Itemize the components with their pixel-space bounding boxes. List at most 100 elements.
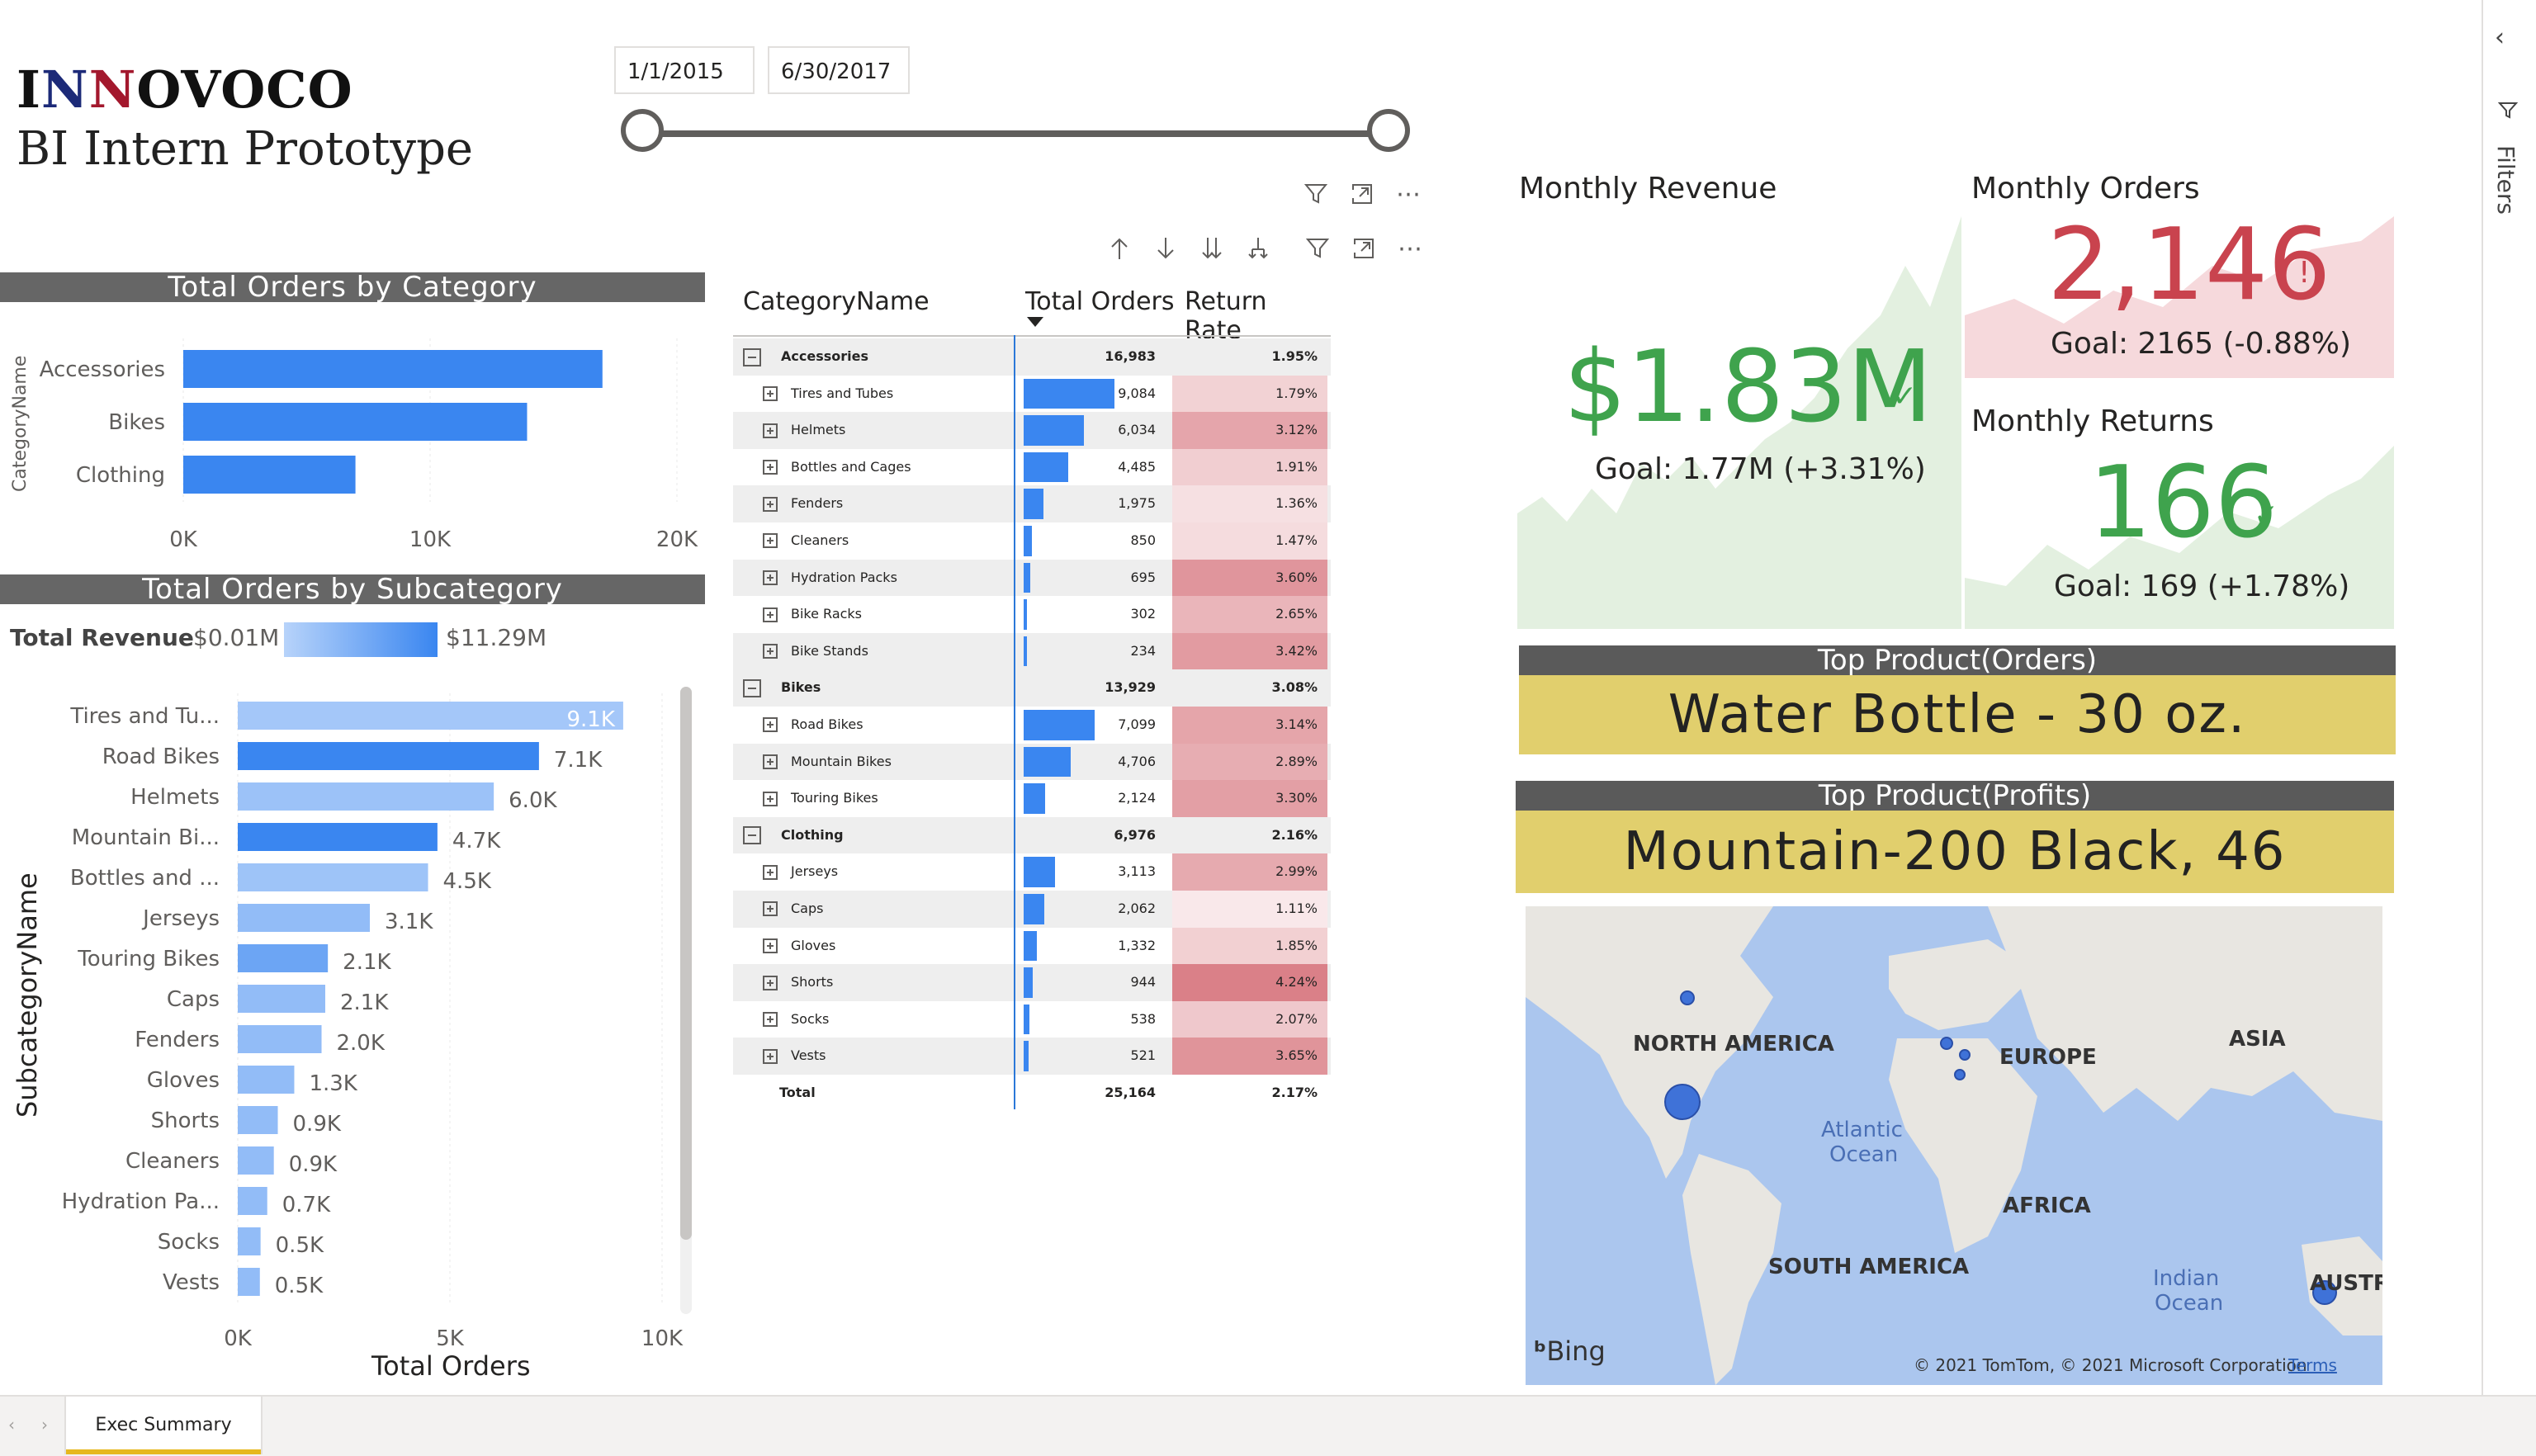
- chart-scrollbar-thumb[interactable]: [680, 687, 692, 1240]
- collapse-chevron-icon[interactable]: ‹: [2495, 23, 2505, 52]
- expand-icon[interactable]: [763, 975, 778, 990]
- expand-icon[interactable]: [763, 607, 778, 622]
- subcategory-row[interactable]: Tires and Tubes 9,084 1.79%: [733, 375, 1331, 413]
- collapse-icon[interactable]: [743, 678, 761, 697]
- header-total-orders[interactable]: Total Orders: [1025, 287, 1175, 316]
- end-date-input[interactable]: 6/30/2017: [768, 46, 910, 94]
- orders-value: 9,084: [1118, 385, 1156, 401]
- subcategory-row[interactable]: Hydration Packs 695 3.60%: [733, 559, 1331, 597]
- row-name-cell: Helmets: [733, 412, 1043, 449]
- collapse-icon[interactable]: [743, 826, 761, 845]
- return-rate-cell: 3.12%: [1172, 412, 1327, 449]
- expand-icon[interactable]: [763, 386, 778, 402]
- orders-cell: 2,124: [1024, 780, 1164, 817]
- expand-icon[interactable]: [763, 1012, 778, 1028]
- orders-value: 6,034: [1118, 422, 1156, 438]
- expand-icon[interactable]: [763, 460, 778, 475]
- subcategory-row[interactable]: Gloves 1,332 1.85%: [733, 927, 1331, 965]
- expand-icon[interactable]: [763, 533, 778, 549]
- subcategory-row[interactable]: Shorts 944 4.24%: [733, 964, 1331, 1001]
- tab-scroll-left-icon[interactable]: ‹: [8, 1415, 15, 1435]
- more-options-icon[interactable]: ⋯: [1396, 180, 1421, 209]
- row-name-cell: Caps: [733, 891, 1043, 928]
- return-rate-cell: 2.99%: [1172, 853, 1327, 891]
- map-terms-link[interactable]: Terms: [2288, 1355, 2337, 1375]
- expand-icon[interactable]: [763, 423, 778, 438]
- subcategory-row[interactable]: Fenders 1,975 1.36%: [733, 485, 1331, 522]
- row-name: Mountain Bikes: [791, 753, 892, 769]
- filters-pane-icon[interactable]: [2497, 101, 2519, 124]
- subcategory-row[interactable]: Socks 538 2.07%: [733, 1000, 1331, 1038]
- row-name-cell: Total: [733, 1075, 1060, 1112]
- expand-icon[interactable]: [763, 570, 778, 586]
- return-rate-value: 2.65%: [1275, 606, 1318, 622]
- next-level-icon[interactable]: [1195, 236, 1228, 269]
- subcategory-y-tick: Tires and Tu...: [69, 704, 220, 729]
- date-range-track[interactable]: [642, 130, 1389, 137]
- focus-mode-icon[interactable]: [1346, 182, 1379, 215]
- subcategory-row[interactable]: Road Bikes 7,099 3.14%: [733, 706, 1331, 744]
- subcategory-y-tick: Mountain Bi...: [72, 825, 220, 850]
- subcategory-row[interactable]: Bike Racks 302 2.65%: [733, 596, 1331, 633]
- filters-label[interactable]: Filters: [2492, 145, 2519, 215]
- subcategory-row[interactable]: Jerseys 3,113 2.99%: [733, 853, 1331, 891]
- header-return-rate[interactable]: Return Rate: [1185, 287, 1267, 345]
- expand-icon[interactable]: [763, 1048, 778, 1064]
- total-row[interactable]: Total 25,164 2.17%: [733, 1075, 1331, 1112]
- chart-scrollbar[interactable]: [680, 687, 692, 1314]
- drill-down-icon[interactable]: [1149, 236, 1182, 269]
- table-focus-icon[interactable]: [1347, 236, 1380, 269]
- orders-value: 2,124: [1118, 790, 1156, 806]
- start-date-input[interactable]: 1/1/2015: [614, 46, 755, 94]
- subcategory-data-label: 9.1K: [567, 707, 616, 732]
- header-category[interactable]: CategoryName: [743, 287, 930, 316]
- expand-icon[interactable]: [763, 901, 778, 917]
- category-row[interactable]: Bikes 13,929 3.08%: [733, 669, 1331, 707]
- table-more-icon[interactable]: ⋯: [1398, 234, 1422, 263]
- legend-max: $11.29M: [446, 624, 547, 651]
- subcategory-row[interactable]: Mountain Bikes 4,706 2.89%: [733, 743, 1331, 781]
- return-rate-cell: 3.60%: [1172, 559, 1327, 597]
- filter-icon[interactable]: [1299, 182, 1332, 215]
- drill-up-icon[interactable]: [1103, 236, 1136, 269]
- expand-icon[interactable]: [763, 717, 778, 733]
- subcategory-row[interactable]: Touring Bikes 2,124 3.30%: [733, 780, 1331, 817]
- orders-map[interactable]: NORTH AMERICA EUROPE ASIA Atlantic Ocean…: [1526, 906, 2382, 1385]
- table-filter-icon[interactable]: [1301, 236, 1334, 269]
- expand-icon[interactable]: [763, 864, 778, 880]
- orders-cell: 7,099: [1024, 707, 1164, 744]
- expand-icon[interactable]: [763, 644, 778, 659]
- tab-exec-summary[interactable]: Exec Summary: [64, 1397, 263, 1454]
- subcategory-row[interactable]: Bike Stands 234 3.42%: [733, 632, 1331, 670]
- expand-icon[interactable]: [763, 938, 778, 953]
- row-name-cell: Tires and Tubes: [733, 376, 1043, 413]
- date-slider-end-handle[interactable]: [1367, 109, 1410, 152]
- return-rate-value: 2.99%: [1275, 863, 1318, 880]
- map-label-australia: AUSTR: [2310, 1271, 2382, 1296]
- date-slider-start-handle[interactable]: [621, 109, 664, 152]
- orders-cell: 1,332: [1024, 928, 1164, 965]
- subcategory-row[interactable]: Caps 2,062 1.11%: [733, 890, 1331, 928]
- expand-icon[interactable]: [763, 754, 778, 770]
- subcategory-row[interactable]: Vests 521 3.65%: [733, 1038, 1331, 1075]
- subcategory-bar: [238, 1227, 261, 1255]
- header-divider: [733, 335, 1331, 337]
- subcategory-row[interactable]: Cleaners 850 1.47%: [733, 522, 1331, 560]
- return-rate-cell: 3.65%: [1172, 1038, 1327, 1075]
- subcategory-orders-chart: 0K 5K 10K Tires and Tu... 9.1K Road Bikes 7.1K…: [62, 693, 684, 1351]
- map-label-africa: AFRICA: [2003, 1194, 2091, 1218]
- expand-icon[interactable]: [763, 791, 778, 806]
- tab-scroll-right-icon[interactable]: ›: [41, 1415, 48, 1435]
- category-row[interactable]: Clothing 6,976 2.16%: [733, 816, 1331, 854]
- collapse-icon[interactable]: [743, 347, 761, 366]
- subcategory-row[interactable]: Bottles and Cages 4,485 1.91%: [733, 448, 1331, 486]
- orders-data-bar: [1024, 525, 1033, 556]
- expand-icon[interactable]: [763, 496, 778, 512]
- expand-hierarchy-icon[interactable]: [1242, 236, 1275, 269]
- subcategory-bar: [238, 782, 494, 811]
- row-name-cell: Bottles and Cages: [733, 449, 1043, 486]
- category-row[interactable]: Accessories 16,983 1.95%: [733, 338, 1331, 376]
- return-rate-cell: 1.47%: [1172, 522, 1327, 560]
- orders-value: 302: [1130, 606, 1156, 622]
- subcategory-row[interactable]: Helmets 6,034 3.12%: [733, 412, 1331, 449]
